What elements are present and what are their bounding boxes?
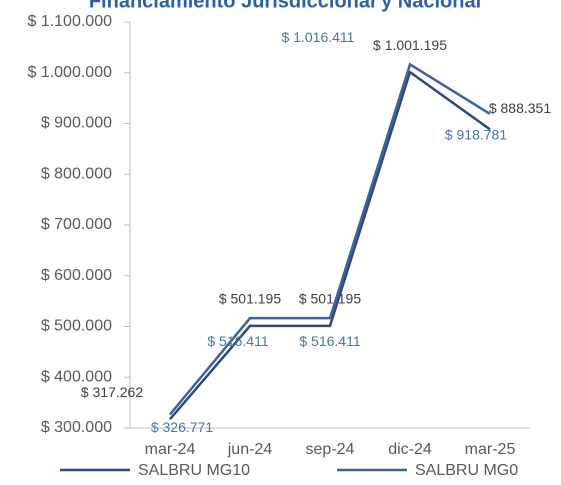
- legend-label: SALBRU MG10: [138, 462, 250, 479]
- x-tick-label: mar-24: [145, 441, 196, 458]
- data-label: $ 888.351: [489, 100, 551, 116]
- y-tick-label: $ 400.000: [41, 368, 112, 385]
- y-tick-label: $ 800.000: [41, 165, 112, 182]
- series-line: [169, 70, 491, 421]
- x-tick-label: dic-24: [388, 441, 432, 458]
- y-tick-label: $ 1.000.000: [27, 64, 112, 81]
- data-label: $ 516.411: [207, 333, 268, 349]
- data-label: $ 326.771: [151, 419, 213, 435]
- legend-label: SALBRU MG0: [415, 462, 518, 479]
- series-line: [169, 62, 491, 416]
- chart-title: Financiamiento Jurisdiccional y Nacional: [89, 0, 481, 12]
- x-tick-label: sep-24: [306, 441, 355, 458]
- y-tick-label: $ 600.000: [41, 267, 112, 284]
- data-label: $ 317.262: [81, 384, 143, 400]
- y-tick-label: $ 300.000: [41, 419, 112, 436]
- y-tick-label: $ 1.100.000: [27, 13, 112, 30]
- y-tick-label: $ 500.000: [41, 318, 112, 335]
- data-label: $ 1.001.195: [373, 37, 447, 53]
- data-label: $ 501.195: [299, 291, 361, 307]
- x-tick-label: jun-24: [227, 441, 273, 458]
- y-tick-label: $ 700.000: [41, 216, 112, 233]
- data-label: $ 516.411: [299, 333, 360, 349]
- y-tick-label: $ 900.000: [41, 115, 112, 132]
- data-label: $ 1.016.411: [282, 29, 355, 45]
- data-label: $ 501.195: [219, 291, 281, 307]
- data-label: $ 918.781: [445, 127, 507, 143]
- x-tick-label: mar-25: [465, 441, 516, 458]
